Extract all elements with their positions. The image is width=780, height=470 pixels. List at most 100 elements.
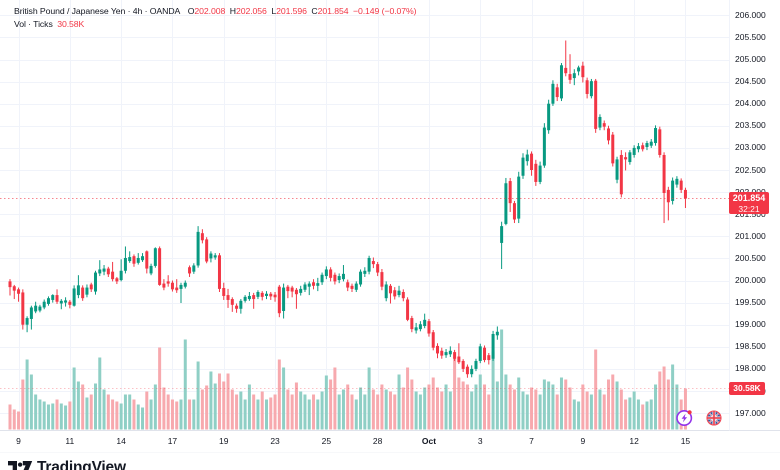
candle-body [282,287,286,311]
volume-bar [465,384,469,430]
candle-body [333,274,337,282]
candle-body [312,282,316,286]
tradingview-mark-icon [8,460,33,470]
candle-body [94,272,97,292]
volume-label[interactable]: Vol · Ticks [14,18,53,29]
candle-body [200,233,204,241]
price-axis-label: 206.000 [735,9,766,20]
volume-bar [235,394,239,430]
candle-body [414,327,418,331]
volume-bar [200,389,204,430]
tradingview-logo[interactable]: TradingView [8,459,126,470]
candle-body [555,87,559,98]
candle-body [371,261,375,265]
candle-body [341,273,345,280]
bar-countdown: 32:21 [738,204,760,214]
volume-bar [508,384,512,430]
volume-bar [46,404,50,430]
candle-body [521,157,525,176]
candle-body [662,154,666,193]
time-axis-label: 7 [529,435,534,446]
volume-bar [145,391,149,430]
candle-body [235,305,239,309]
volume-bar [196,361,200,430]
legend-symbol-row: British Pound / Japanese Yen · 4h · OAND… [14,5,417,18]
candle-body [671,180,675,201]
candle-body [636,146,640,150]
volume-bar [175,401,179,430]
last-price-tag: 201.854 32:21 [729,192,769,214]
volume-bar [346,384,350,430]
candle-body [418,324,422,330]
candle-body [568,74,572,80]
volume-bar [683,388,687,430]
candle-body [260,292,264,297]
gb-flag-button[interactable] [706,409,722,426]
open-value: 202.008 [194,6,226,16]
candle-body [162,283,166,288]
candle-body [316,283,320,286]
volume-bar [55,399,59,430]
candle-body [585,80,589,94]
volume-bar [444,384,448,430]
candle-body [170,282,174,290]
volume-bar [337,394,341,430]
flash-alert-button[interactable] [675,408,695,428]
volume-bar [491,351,495,430]
candle-body [572,73,576,79]
candle-body [675,178,679,185]
volume-bar [217,373,221,430]
candle-body [658,129,662,155]
volume-bar [615,381,619,430]
candle-body [423,319,427,327]
candle-body [534,163,538,182]
volume-bar [51,403,55,430]
gb-flag-icon [706,409,722,426]
candle-body [431,332,435,348]
candle-body [183,282,187,287]
volume-bar [209,371,213,430]
candle-body [393,290,397,297]
volume-bar [654,384,658,430]
volume-bar [675,384,679,430]
candle-body [589,81,593,97]
volume-bar [487,394,491,430]
volume-bar [611,374,615,430]
candle-body [581,65,585,78]
volume-bar [59,403,63,430]
ohlc-close: C201.854 [311,5,348,18]
candle-body [440,350,444,356]
volume-bar [572,399,576,430]
time-axis-label: 19 [219,435,229,446]
volume-bar [128,394,132,430]
candle-body [307,283,311,287]
candle-body [337,276,341,281]
symbol-title[interactable]: British Pound / Japanese Yen · 4h · OAND… [14,6,181,16]
volume-bar [17,411,21,430]
volume-bar [551,384,555,430]
candle-body [530,153,534,170]
volume-bar [585,391,589,430]
volume-bar [461,381,465,430]
volume-bar [29,374,33,430]
candle-body [17,289,21,294]
close-label: C [311,6,318,16]
volume-bar [418,394,422,430]
candle-body [577,67,581,72]
volume-bar [504,374,508,430]
candle-body [294,289,298,295]
volume-bar [559,377,563,430]
volume-bar [602,394,606,430]
candle-body [42,301,46,308]
high-value: 202.056 [235,6,267,16]
volume-bar [427,384,431,430]
volume-bar [530,387,534,430]
candle-body [205,239,209,262]
candle-body [12,286,16,291]
candle-body [384,284,388,299]
volume-bar [457,377,461,430]
time-axis-label: 17 [167,435,178,446]
price-axis-label: 202.000 [735,187,766,197]
candle-body [397,290,401,296]
